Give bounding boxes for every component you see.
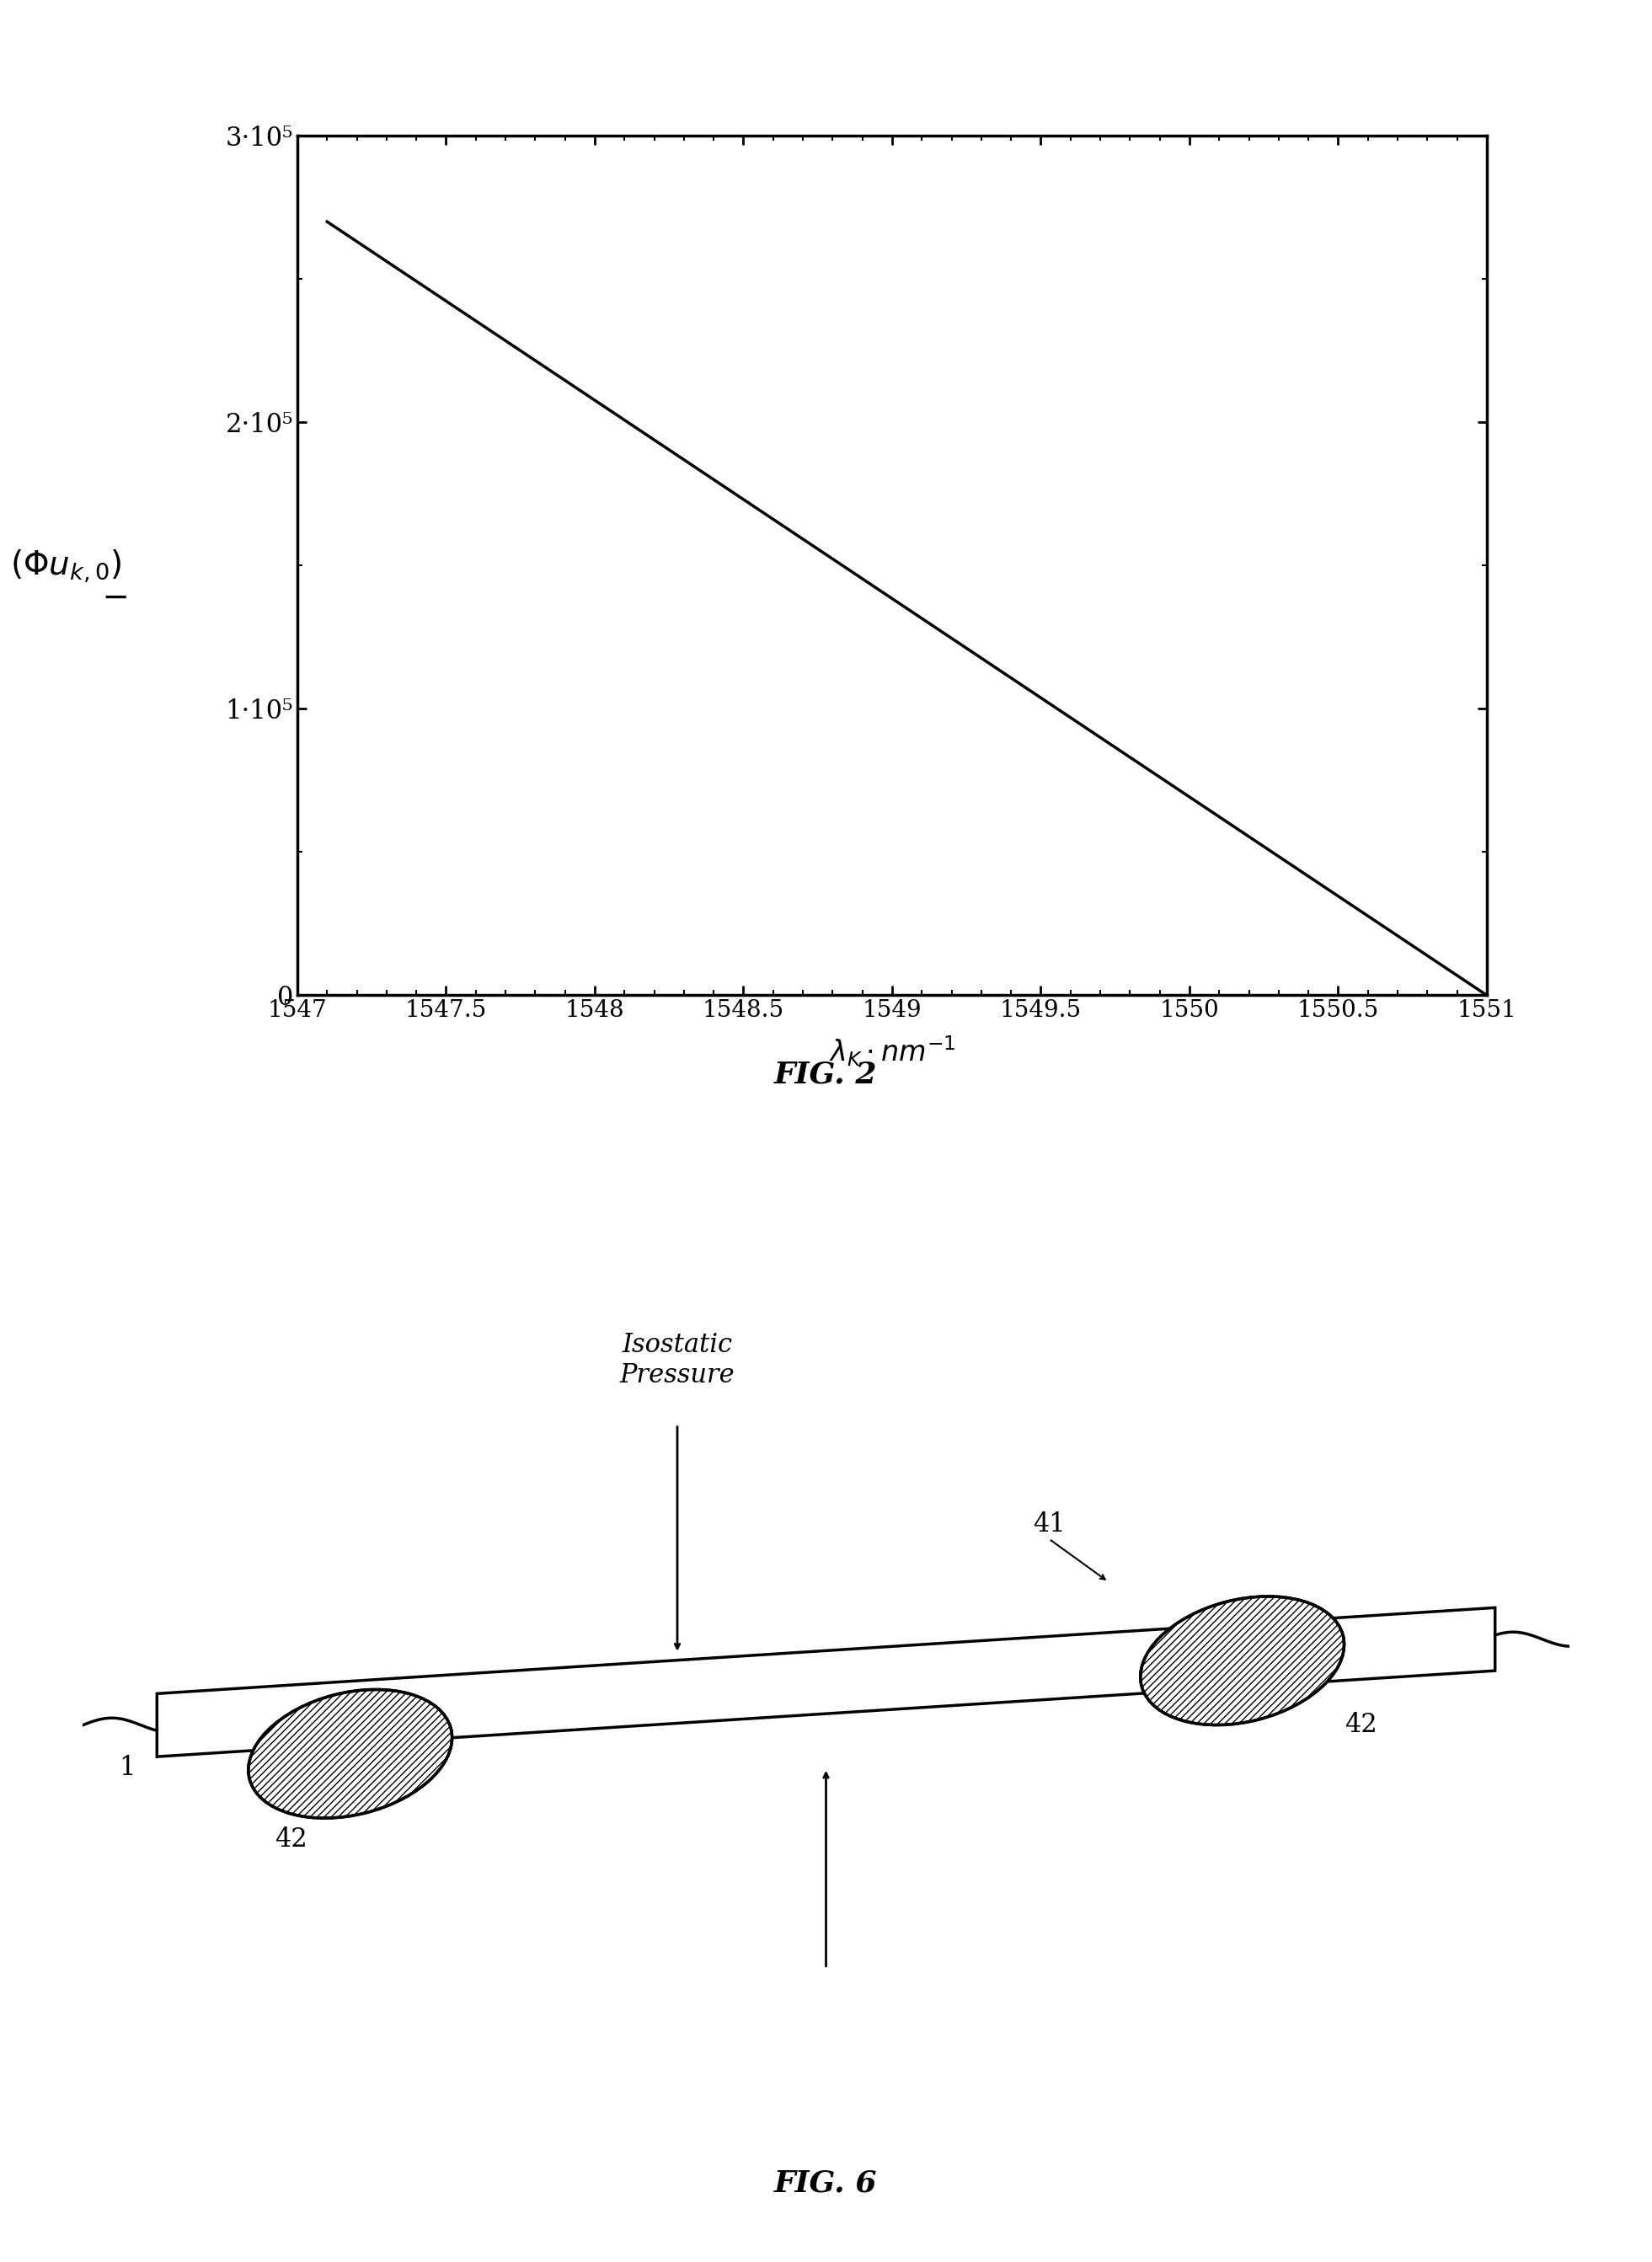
Text: Isostatic
Pressure: Isostatic Pressure [620,1332,735,1389]
Text: 1: 1 [119,1755,135,1780]
Text: 42: 42 [274,1828,307,1853]
Text: 42: 42 [1345,1712,1378,1737]
Text: 41: 41 [1032,1511,1066,1538]
Text: FIG. 2: FIG. 2 [775,1061,877,1088]
Polygon shape [157,1608,1495,1758]
X-axis label: $\lambda_K \cdot nm^{-1}$: $\lambda_K \cdot nm^{-1}$ [829,1034,955,1068]
Text: ─: ─ [106,584,126,615]
Ellipse shape [248,1690,453,1819]
Ellipse shape [1140,1597,1345,1726]
Text: FIG. 6: FIG. 6 [775,2169,877,2196]
Text: $(\Phi u_{k,0})$: $(\Phi u_{k,0})$ [10,547,122,584]
